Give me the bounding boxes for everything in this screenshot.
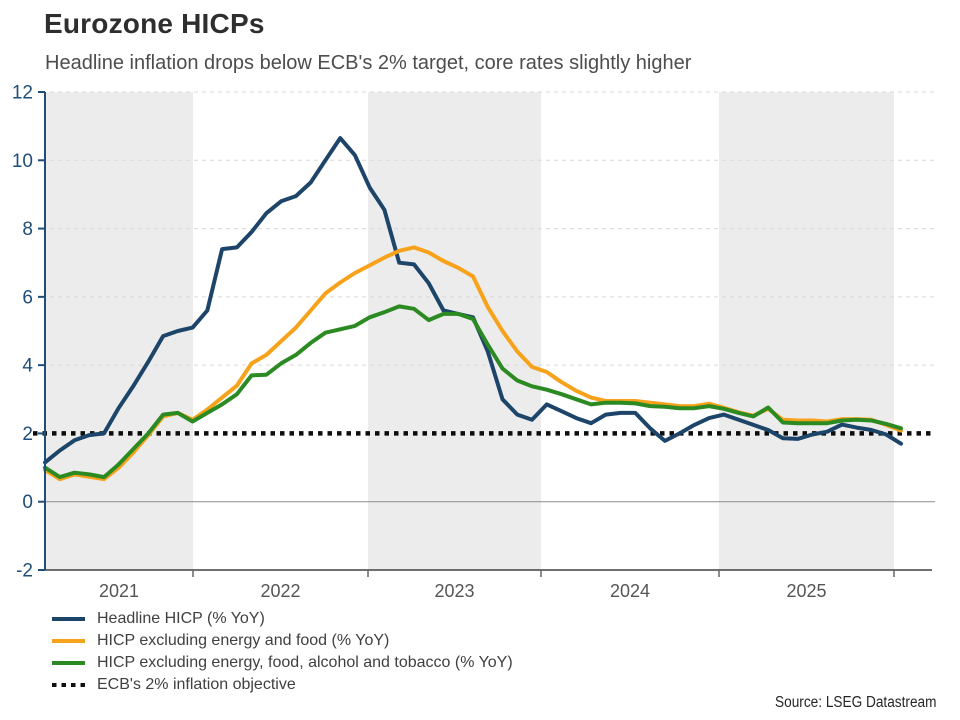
svg-text:2023: 2023 [434,581,474,601]
svg-text:6: 6 [22,287,33,308]
legend: Headline HICP (% YoY) HICP excluding ene… [52,608,513,696]
svg-text:2025: 2025 [786,581,826,601]
legend-label: Headline HICP (% YoY) [97,610,265,627]
legend-item-core: HICP excluding energy, food, alcohol and… [52,652,513,674]
ex-energy-food-line-swatch-icon [52,639,85,643]
legend-label: HICP excluding energy and food (% YoY) [97,632,390,649]
svg-text:-2: -2 [16,561,33,582]
legend-item-headline: Headline HICP (% YoY) [52,608,513,630]
chart-title: Eurozone HICPs [44,8,265,39]
svg-text:8: 8 [22,219,33,240]
svg-text:0: 0 [22,492,33,513]
svg-text:2024: 2024 [610,581,650,601]
svg-text:2: 2 [22,424,33,445]
svg-text:10: 10 [12,151,33,172]
svg-text:2021: 2021 [99,581,139,601]
legend-item-objective: ECB's 2% inflation objective [52,674,513,696]
legend-item-ex-energy-food: HICP excluding energy and food (% YoY) [52,630,513,652]
source-text: Source: LSEG Datastream [774,694,936,711]
svg-text:2022: 2022 [260,581,300,601]
core-line-swatch-icon [52,661,85,665]
headline-line-swatch-icon [52,617,85,621]
legend-label: HICP excluding energy, food, alcohol and… [97,654,513,671]
svg-text:4: 4 [22,356,33,377]
chart-subtitle: Headline inflation drops below ECB's 2% … [45,52,692,74]
svg-text:12: 12 [12,83,33,104]
legend-label: ECB's 2% inflation objective [97,676,296,693]
objective-dotted-swatch-icon [52,683,85,687]
